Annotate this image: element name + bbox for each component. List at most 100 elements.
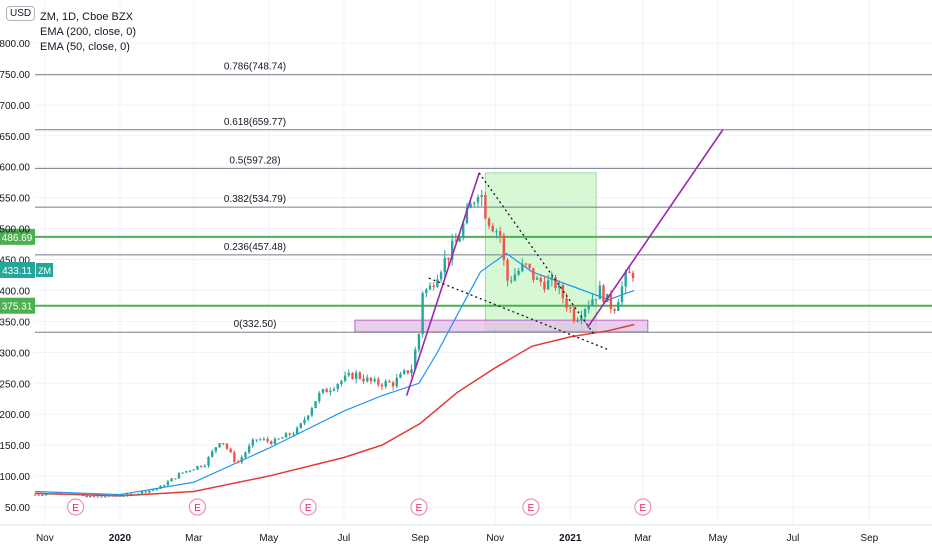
candle-body: [583, 309, 587, 317]
x-tick-label: Nov: [486, 533, 504, 544]
y-tick-label: 450.00: [0, 256, 30, 267]
candle-body: [421, 293, 424, 335]
candle-body: [410, 369, 413, 374]
candle-body: [343, 375, 347, 381]
candle-body: [166, 481, 170, 486]
candle-body: [528, 263, 531, 269]
candle-body: [159, 485, 162, 489]
candle-body: [617, 302, 620, 311]
candle-body: [428, 285, 432, 290]
candle-body: [122, 495, 125, 497]
fib-level-label: 0.236(457.48): [224, 242, 286, 253]
candle-body: [310, 408, 314, 416]
candle-body: [281, 437, 284, 439]
candle-body: [572, 308, 576, 322]
candle-body: [240, 457, 243, 463]
last-price-label: 433.11: [2, 266, 32, 277]
candle-body: [554, 277, 557, 289]
candle-body: [318, 392, 321, 402]
last-price-tag: [0, 261, 35, 278]
price-tag: [0, 297, 35, 314]
candle-body: [329, 390, 332, 393]
candle-body: [55, 492, 59, 495]
candle-body: [52, 493, 55, 495]
candle-body: [506, 259, 509, 281]
y-tick-label: 150.00: [0, 441, 30, 452]
candle-body: [299, 423, 302, 428]
candle-body: [454, 240, 458, 242]
candle-body: [462, 223, 465, 239]
candle-body: [78, 493, 81, 496]
candle-body: [266, 439, 269, 442]
candle-body: [406, 370, 410, 374]
candle-body: [126, 493, 129, 496]
earnings-icon: [188, 498, 207, 516]
candle-body: [103, 496, 107, 498]
drawing-box: [484, 172, 597, 332]
candle-body: [174, 478, 177, 480]
y-tick-label: 800.00: [0, 39, 30, 50]
candle-body: [484, 194, 487, 219]
candle-body: [443, 257, 446, 273]
candle-body: [151, 489, 155, 491]
candle-body: [476, 197, 480, 203]
candle-body: [543, 281, 546, 290]
candle-body: [399, 373, 402, 378]
x-tick-label: May: [259, 533, 278, 544]
earnings-label: E: [194, 503, 201, 514]
earnings-icon: [522, 498, 540, 516]
candle-body: [74, 493, 77, 495]
candle-body: [273, 438, 277, 445]
candle-body: [591, 299, 594, 306]
y-tick-label: 600.00: [0, 163, 30, 174]
candle-body: [380, 384, 384, 387]
trend-line: [586, 129, 724, 329]
candle-body: [336, 383, 339, 389]
candle-body: [620, 286, 624, 303]
candle-body: [140, 491, 144, 494]
candle-body: [92, 495, 96, 497]
candle-body: [207, 456, 210, 466]
x-tick-label: Sep: [860, 533, 878, 544]
fib-level-label: 0.382(534.79): [224, 194, 286, 205]
candle-body: [81, 495, 85, 497]
candle-body: [100, 496, 103, 498]
candle-body: [284, 433, 288, 438]
candle-body: [107, 494, 111, 497]
y-tick-label: 250.00: [0, 379, 30, 390]
candle-body: [96, 496, 99, 498]
candle-body: [233, 452, 236, 462]
candle-body: [295, 427, 299, 434]
y-tick-label: 400.00: [0, 286, 30, 297]
candle-body: [89, 495, 92, 498]
candle-body: [332, 388, 336, 391]
candle-body: [185, 471, 188, 473]
candle-body: [118, 495, 122, 497]
candle-body: [229, 448, 232, 453]
x-tick-label: 2020: [109, 533, 132, 544]
candle-body: [314, 401, 317, 409]
candle-body: [550, 277, 554, 281]
candle-body: [480, 194, 483, 198]
currency-button[interactable]: USD: [6, 6, 36, 21]
candle-body: [67, 494, 70, 496]
candle-body: [436, 279, 439, 288]
y-tick-label: 700.00: [0, 101, 30, 112]
y-tick-label: 300.00: [0, 348, 30, 359]
candle-body: [251, 439, 255, 446]
candle-body: [414, 349, 417, 370]
x-tick-label: Mar: [634, 533, 652, 544]
candle-body: [535, 277, 539, 280]
earnings-label: E: [640, 503, 647, 514]
candle-body: [188, 470, 192, 472]
candle-body: [199, 466, 203, 468]
candle-body: [214, 447, 218, 452]
candle-body: [222, 443, 225, 445]
candle-body: [487, 218, 491, 226]
candle-body: [598, 285, 602, 300]
candle-body: [502, 235, 506, 260]
candle-body: [59, 492, 63, 494]
candle-body: [602, 285, 605, 303]
candle-body: [277, 438, 280, 440]
